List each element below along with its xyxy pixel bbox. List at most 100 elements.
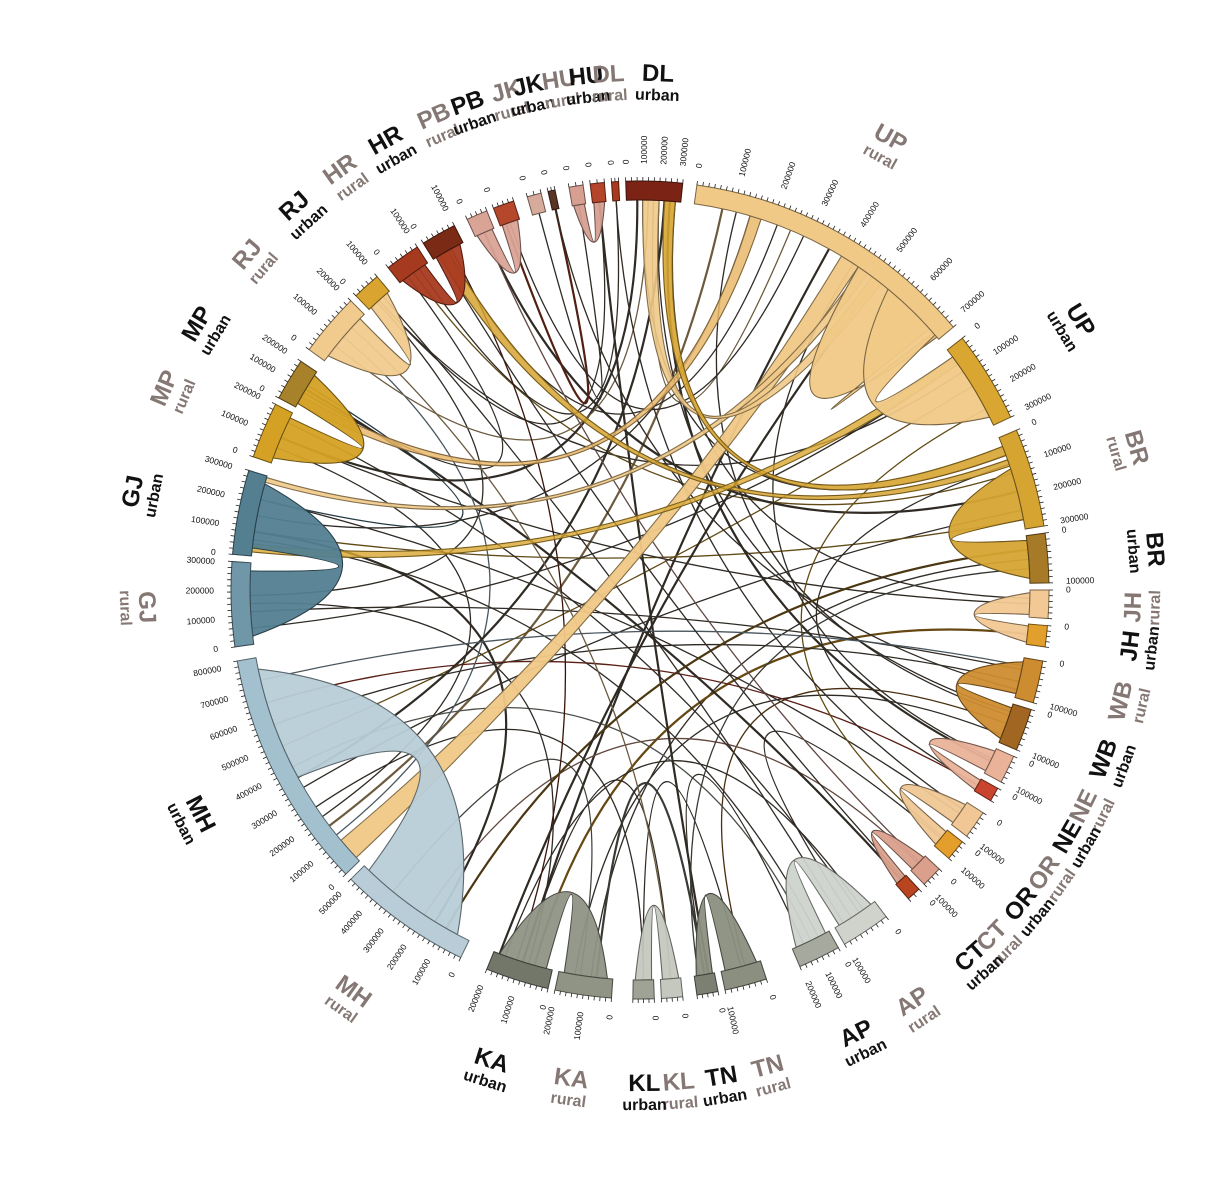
axis-tick	[1036, 690, 1041, 693]
axis-tick	[356, 288, 361, 293]
rural-urban-ribbon	[634, 905, 680, 981]
tick-label: 0	[211, 547, 217, 557]
axis-tick	[501, 200, 504, 205]
axis-tick	[432, 943, 436, 948]
axis-tick	[1013, 755, 1018, 759]
axis-tick	[232, 522, 237, 525]
rural-urban-ribbon	[572, 200, 606, 243]
flow-link	[280, 437, 1030, 605]
axis-tick	[1008, 409, 1012, 413]
tick-label: 300000	[361, 926, 386, 955]
axis-tick	[431, 233, 434, 238]
axis-tick	[518, 980, 521, 985]
axis-tick	[501, 975, 504, 980]
axis-tick	[331, 314, 336, 319]
tick-label: 200000	[260, 332, 289, 356]
axis-tick	[327, 319, 332, 323]
axis-tick	[334, 865, 338, 869]
axis-tick	[278, 390, 282, 393]
segment-area-label: urban	[1123, 528, 1143, 574]
axis-tick	[865, 930, 869, 935]
segment-arc-pb-rural	[466, 210, 495, 238]
tick-label: 200000	[466, 983, 486, 1013]
axis-tick	[452, 221, 455, 226]
axis-tick	[702, 181, 704, 186]
segment-arc-ct-rural	[910, 855, 940, 885]
axis-tick	[532, 190, 535, 196]
axis-tick	[848, 234, 852, 239]
axis-tick	[772, 199, 775, 204]
axis-tick	[347, 878, 352, 883]
axis-tick	[511, 197, 514, 202]
tick-label: 800000	[192, 663, 222, 678]
tick-label: 0	[1064, 621, 1070, 631]
tick-label: 500000	[220, 752, 250, 772]
tick-label: 400000	[234, 780, 264, 802]
axis-tick	[1032, 472, 1037, 475]
axis-tick	[1033, 702, 1038, 705]
axis-tick	[937, 306, 941, 310]
axis-tick	[235, 672, 240, 674]
axis-tick	[1025, 726, 1030, 729]
segment-state-label: KA	[552, 1063, 590, 1095]
axis-tick	[701, 994, 704, 999]
tick-label: 0	[621, 159, 631, 164]
tick-label: 100000	[190, 514, 220, 528]
rural-urban-ribbon	[973, 592, 1031, 643]
axis-tick	[264, 417, 269, 421]
axis-tick	[924, 293, 928, 297]
axis-tick	[251, 449, 256, 452]
segment-area-label: urban	[635, 87, 680, 106]
segment-arc-ap-urban	[791, 930, 839, 968]
segment-arc-tn-rural	[720, 960, 768, 991]
tick-label: 200000	[1052, 476, 1082, 493]
axis-tick	[293, 363, 298, 367]
axis-tick	[908, 898, 912, 902]
axis-tick	[287, 374, 292, 378]
segment-state-label: JK	[510, 69, 546, 102]
axis-tick	[928, 297, 933, 301]
axis-tick	[374, 273, 378, 277]
tick-label: 300000	[678, 137, 691, 167]
axis-tick	[883, 258, 887, 262]
axis-tick	[565, 992, 567, 997]
tick-label: 100000	[1066, 575, 1095, 586]
axis-tick	[1000, 781, 1005, 785]
tick-label: 300000	[250, 808, 280, 831]
axis-tick	[265, 762, 270, 765]
axis-tick	[1016, 428, 1021, 431]
segment-arc-ka-rural	[554, 970, 614, 999]
axis-tick	[991, 378, 996, 382]
tick-label: 100000	[1014, 784, 1044, 806]
tick-label: 200000	[658, 136, 670, 165]
flow-link	[598, 202, 710, 975]
axis-tick	[237, 498, 242, 501]
segment-area-label: rural	[662, 1094, 699, 1114]
axis-tick	[1030, 467, 1035, 470]
segment-area-label: rural	[549, 1090, 587, 1112]
tick-label: 0	[973, 848, 983, 859]
axis-tick	[266, 412, 271, 415]
flow-link	[657, 200, 1011, 713]
segment-arc-rj-urban	[355, 275, 391, 311]
segment-state-label: JH	[1115, 629, 1145, 663]
axis-tick	[239, 486, 244, 489]
flow-link	[438, 255, 904, 879]
axis-tick	[271, 402, 276, 405]
axis-tick	[1039, 501, 1044, 504]
axis-tick	[249, 723, 254, 726]
tick-label: 0	[768, 993, 779, 1001]
segment-arc-ct-urban	[895, 874, 920, 900]
tick-label: 700000	[959, 288, 987, 314]
flow-link	[504, 209, 590, 405]
tick-label: 100000	[248, 351, 278, 374]
axis-tick	[315, 842, 319, 846]
axis-tick	[731, 187, 734, 192]
axis-tick	[858, 240, 862, 245]
axis-tick	[979, 359, 983, 362]
axis-tick	[404, 250, 408, 254]
flow-link	[282, 385, 973, 747]
tick-label: 100000	[959, 865, 987, 891]
